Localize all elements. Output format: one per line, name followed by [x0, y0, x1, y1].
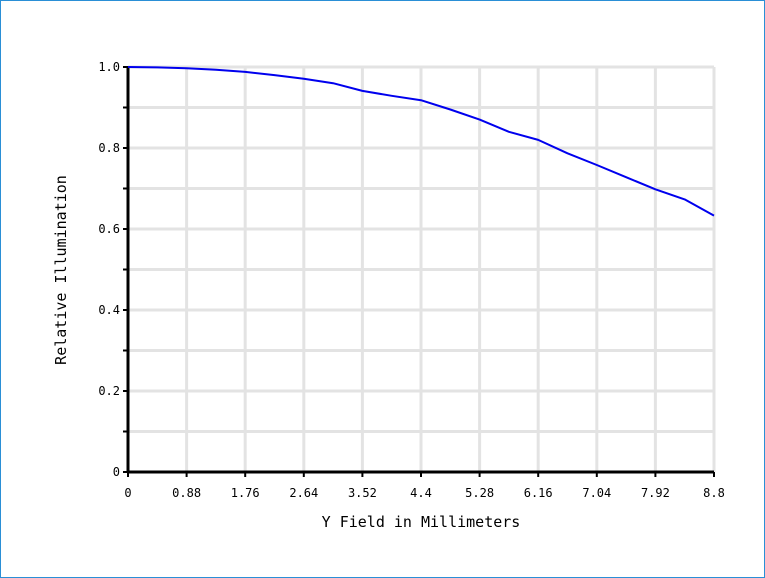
x-tick-labels: 0 0.88 1.76 2.64 3.52 4.4 5.28 6.16 7.04 7.92 8.8 [124, 486, 724, 500]
x-tick-label: 2.64 [289, 486, 318, 500]
x-tick-label: 4.4 [410, 486, 432, 500]
series-line-0 [127, 66, 715, 217]
x-tick-label: 0.88 [172, 486, 201, 500]
y-axis-label: Relative Illumination [52, 175, 70, 365]
y-tick-label: 0.6 [98, 222, 120, 236]
y-tick-label: 0.2 [98, 384, 120, 398]
x-tick-label: 7.04 [582, 486, 611, 500]
y-tick-label: 0 [113, 465, 120, 479]
x-tick-label: 8.8 [703, 486, 725, 500]
y-tick-label: 1.0 [98, 60, 120, 74]
x-tick-label: 0 [124, 486, 131, 500]
x-tick-label: 3.52 [348, 486, 377, 500]
x-tick-label: 7.92 [641, 486, 670, 500]
x-tick-label: 1.76 [231, 486, 260, 500]
y-tick-labels: 0 0.2 0.4 0.6 0.8 1.0 [98, 60, 120, 479]
x-axis-label: Y Field in Millimeters [322, 513, 521, 531]
x-tick-label: 6.16 [524, 486, 553, 500]
x-tick-label: 5.28 [465, 486, 494, 500]
y-tick-label: 0.4 [98, 303, 120, 317]
series-lines [127, 66, 715, 217]
y-tick-label: 0.8 [98, 141, 120, 155]
grid [128, 65, 716, 472]
axes [123, 66, 715, 477]
